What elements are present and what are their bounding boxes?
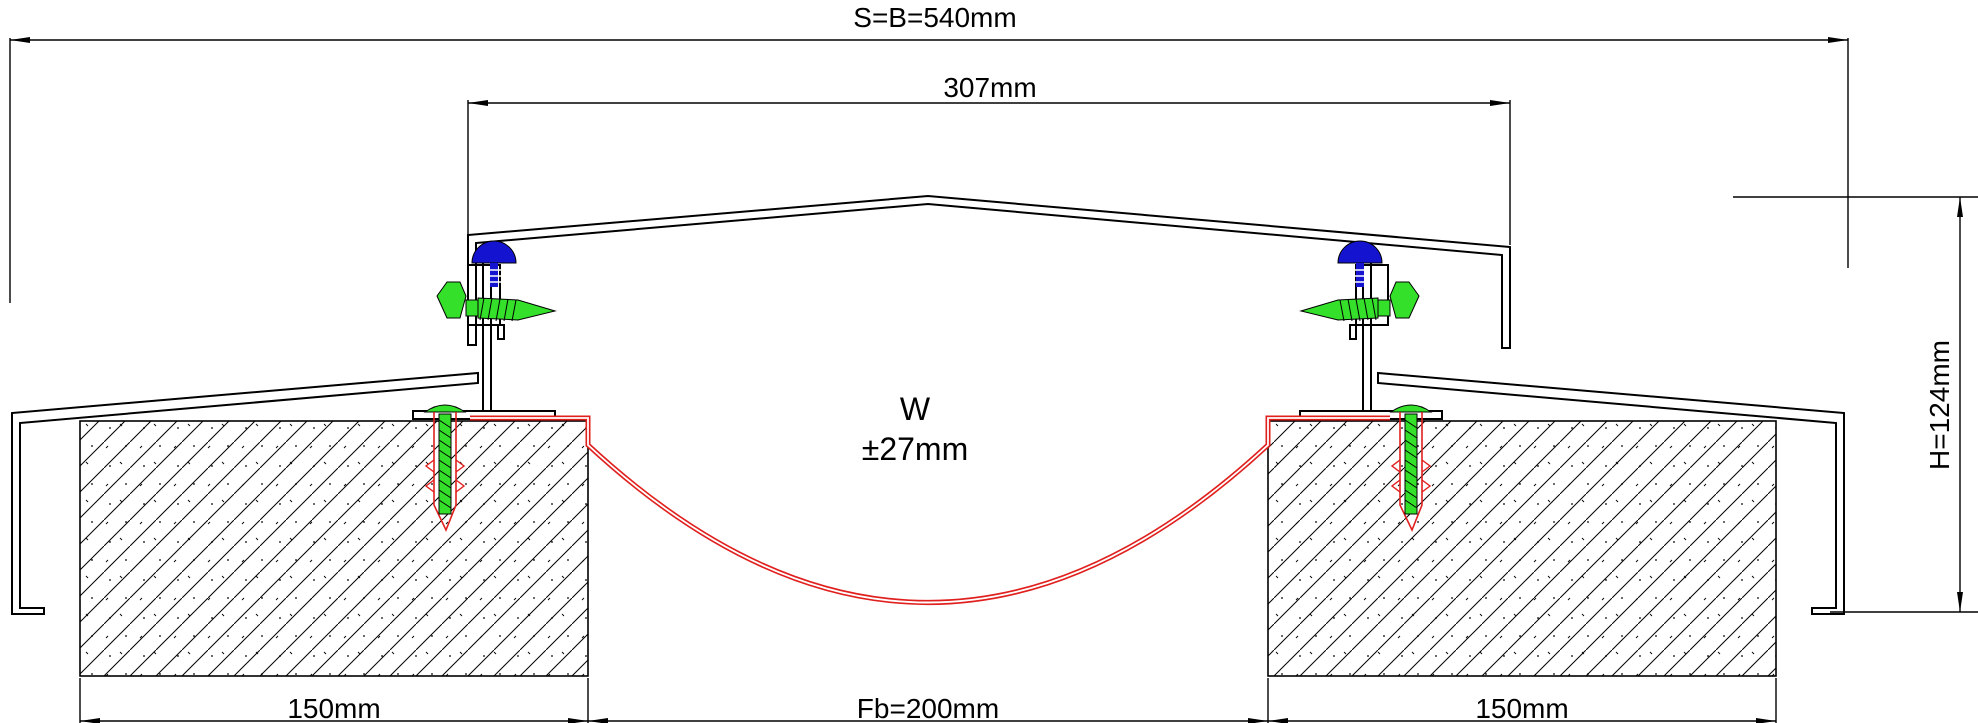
cover-arrow-right: [1490, 100, 1510, 106]
gap-label: Fb=200mm: [857, 693, 999, 723]
height-arrow-bottom: [1957, 592, 1963, 612]
cover-arrow-left: [468, 100, 488, 106]
movement-symbol: W: [900, 391, 931, 427]
overall-dimension: S=B=540mm: [10, 2, 1848, 303]
bottom-dimensions: 150mm Fb=200mm 150mm: [80, 678, 1776, 723]
movement-value: ±27mm: [862, 431, 968, 467]
cover-width-label: 307mm: [943, 72, 1036, 103]
left-tek-screw-icon: [437, 282, 555, 321]
cover-dimension: 307mm: [468, 72, 1510, 245]
left-support: [413, 250, 555, 419]
overall-arrow-right: [1828, 37, 1848, 43]
right-substrate: [1268, 421, 1776, 676]
overall-width-label: S=B=540mm: [853, 2, 1016, 33]
left-substrate-label: 150mm: [287, 693, 380, 723]
left-upright: [483, 250, 491, 411]
right-substrate-label: 150mm: [1475, 693, 1568, 723]
right-upright: [1363, 250, 1371, 411]
right-tek-screw-icon: [1301, 282, 1419, 321]
left-substrate: [80, 421, 588, 676]
overall-arrow-left: [10, 37, 30, 43]
height-arrow-top: [1957, 197, 1963, 217]
height-label: H=124mm: [1924, 340, 1955, 470]
right-support: [1300, 250, 1442, 419]
